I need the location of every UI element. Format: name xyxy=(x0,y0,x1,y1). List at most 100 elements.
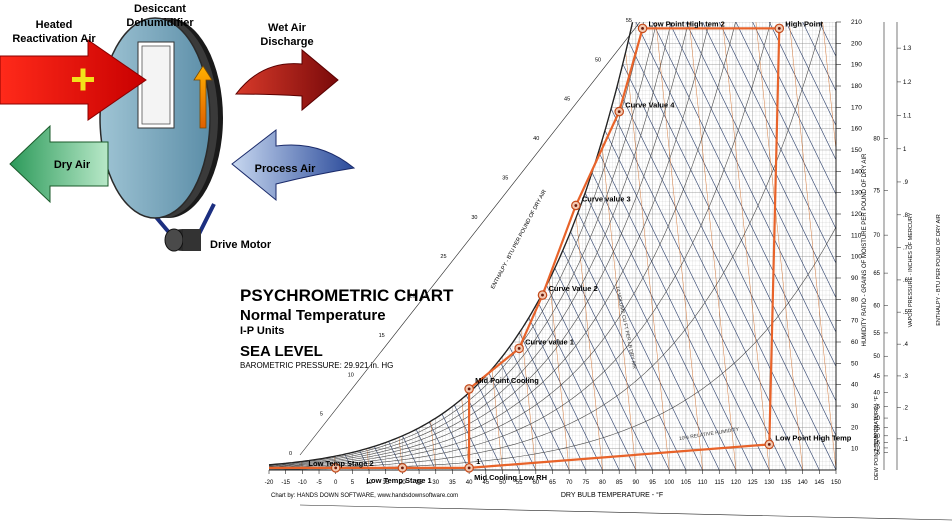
y-tick-label: 180 xyxy=(851,83,862,90)
chart-title: PSYCHROMETRIC CHART xyxy=(240,286,454,305)
process-point-dot xyxy=(541,293,544,297)
y-tick-label: 20 xyxy=(851,424,859,431)
y-tick-label: 40 xyxy=(851,382,859,389)
y-tick-label: 30 xyxy=(851,403,859,410)
enthalpy-line xyxy=(585,22,803,470)
y-tick-label: 110 xyxy=(851,232,862,239)
vapor-axis-label: VAPOR PRESSURE - INCHES OF MERCURY xyxy=(908,212,914,327)
chart-units: I-P Units xyxy=(240,325,285,337)
rh-curve xyxy=(269,22,710,468)
chart-altitude: SEA LEVEL xyxy=(240,343,323,360)
x-tick-label: 150 xyxy=(831,480,842,486)
dewpoint-tick-label: 60 xyxy=(873,303,880,309)
rh-curve xyxy=(269,22,690,468)
chart-credit: Chart by: HANDS DOWN SOFTWARE, www.hands… xyxy=(271,493,459,499)
x-tick-label: 40 xyxy=(466,480,473,486)
label-wet-air-1: Wet Air xyxy=(268,22,307,34)
x-tick-label: 0 xyxy=(334,480,338,486)
volume-line xyxy=(722,22,770,470)
enthalpy-tick-label: 45 xyxy=(564,97,570,103)
process-point-dot xyxy=(641,27,644,30)
x-tick-label: -10 xyxy=(298,480,307,486)
process-point-label: 1 xyxy=(476,457,480,466)
y-tick-label: 210 xyxy=(851,19,862,26)
rh-curve xyxy=(269,22,823,470)
dry-air-arrow-icon xyxy=(9,124,109,204)
enthalpy-line xyxy=(668,22,836,470)
x-tick-label: 140 xyxy=(798,480,809,486)
barometric-pressure: BAROMETRIC PRESSURE: 29.921 in. HG xyxy=(240,361,394,370)
enthalpy-line xyxy=(302,22,520,470)
enthalpy-line xyxy=(352,22,570,470)
y-tick-label: 10 xyxy=(851,446,859,453)
process-points: Low Temp Stage 2 Low Temp Stage 1 1 Mid Coo… xyxy=(308,19,851,484)
x-tick-label: 145 xyxy=(814,480,825,486)
vapor-tick-label: 1.1 xyxy=(903,113,912,119)
vapor-tick-label: .4 xyxy=(903,342,909,348)
enthalpy-bottom-ruler xyxy=(299,504,952,521)
enthalpy-line xyxy=(718,22,836,470)
label-heated-air-1: Heated xyxy=(36,19,73,31)
enthalpy-line xyxy=(735,22,836,470)
rotation-arrow-icon xyxy=(193,65,213,129)
y-tick-label: 200 xyxy=(851,40,862,47)
chart-subtitle: Normal Temperature xyxy=(240,307,386,324)
vapor-tick-label: .8 xyxy=(903,213,909,219)
enthalpy-tick-label: 35 xyxy=(502,175,508,181)
vapor-tick-label: 1.3 xyxy=(903,46,912,52)
x-tick-label: -5 xyxy=(316,480,322,486)
process-point-dot xyxy=(777,27,781,30)
x-tick-label: 60 xyxy=(532,480,539,486)
x-tick-label: -15 xyxy=(281,480,290,486)
dewpoint-tick-label: 75 xyxy=(873,189,880,195)
y-tick-label: 170 xyxy=(851,104,862,111)
process-point-label: Low Temp Stage 1 xyxy=(366,476,431,485)
enthalpy-tick-label: 55 xyxy=(626,18,632,24)
label-drive-motor: Drive Motor xyxy=(210,239,272,251)
x-tick-label: 135 xyxy=(781,480,792,486)
wet-air-arrow-icon xyxy=(234,48,339,112)
label-dry-air: Dry Air xyxy=(54,159,91,171)
process-point-label: Curve value 1 xyxy=(525,337,574,346)
x-tick-label: 125 xyxy=(748,480,759,486)
x-tick-label: 130 xyxy=(764,480,775,486)
enthalpy-line xyxy=(502,22,720,470)
dewpoint-tick-label: 55 xyxy=(873,331,880,337)
enthalpy-line xyxy=(819,22,836,470)
process-point-label: Mid Point Cooling xyxy=(475,376,539,385)
dewpoint-tick-label: 50 xyxy=(873,354,880,360)
x-tick-label: 70 xyxy=(566,480,573,486)
volume-line xyxy=(622,22,670,470)
y-tick-label: 60 xyxy=(851,339,859,346)
enthalpy-line xyxy=(635,22,836,470)
enthalpy-tick-label: 20 xyxy=(410,294,416,300)
enthalpy-line xyxy=(335,22,553,470)
enthalpy-line xyxy=(418,22,637,470)
enthalpy-line xyxy=(568,22,787,470)
enthalpy-tick-label: 10 xyxy=(348,372,354,378)
enthalpy-line xyxy=(602,22,820,470)
y-tick-label: 50 xyxy=(851,360,859,367)
x-tick-label: 85 xyxy=(616,480,623,486)
enthalpy-line xyxy=(618,22,836,470)
volume-line xyxy=(822,22,836,470)
x-tick-label: 5 xyxy=(351,480,355,486)
enthalpy-line xyxy=(752,22,836,470)
process-point-label: Low Temp Stage 2 xyxy=(308,459,373,468)
vapor-tick-label: .2 xyxy=(903,405,909,411)
process-point-dot xyxy=(517,347,521,350)
vapor-tick-label: .5 xyxy=(903,310,909,316)
dewpoint-tick-label: 65 xyxy=(873,271,880,277)
enthalpy-line xyxy=(652,22,836,470)
x-tick-label: 25 xyxy=(416,480,423,486)
process-point-dot xyxy=(617,110,621,113)
x-tick-label: 45 xyxy=(482,480,489,486)
enthalpy-ruler xyxy=(299,21,641,456)
x-tick-label: 90 xyxy=(633,480,640,486)
enthalpy-line xyxy=(535,22,753,470)
vapor-tick-label: .7 xyxy=(903,245,909,251)
rh-label: 10% RELATIVE HUMIDITY xyxy=(679,427,741,443)
enthalpy-line xyxy=(368,22,587,470)
x-tick-label: 65 xyxy=(549,480,556,486)
